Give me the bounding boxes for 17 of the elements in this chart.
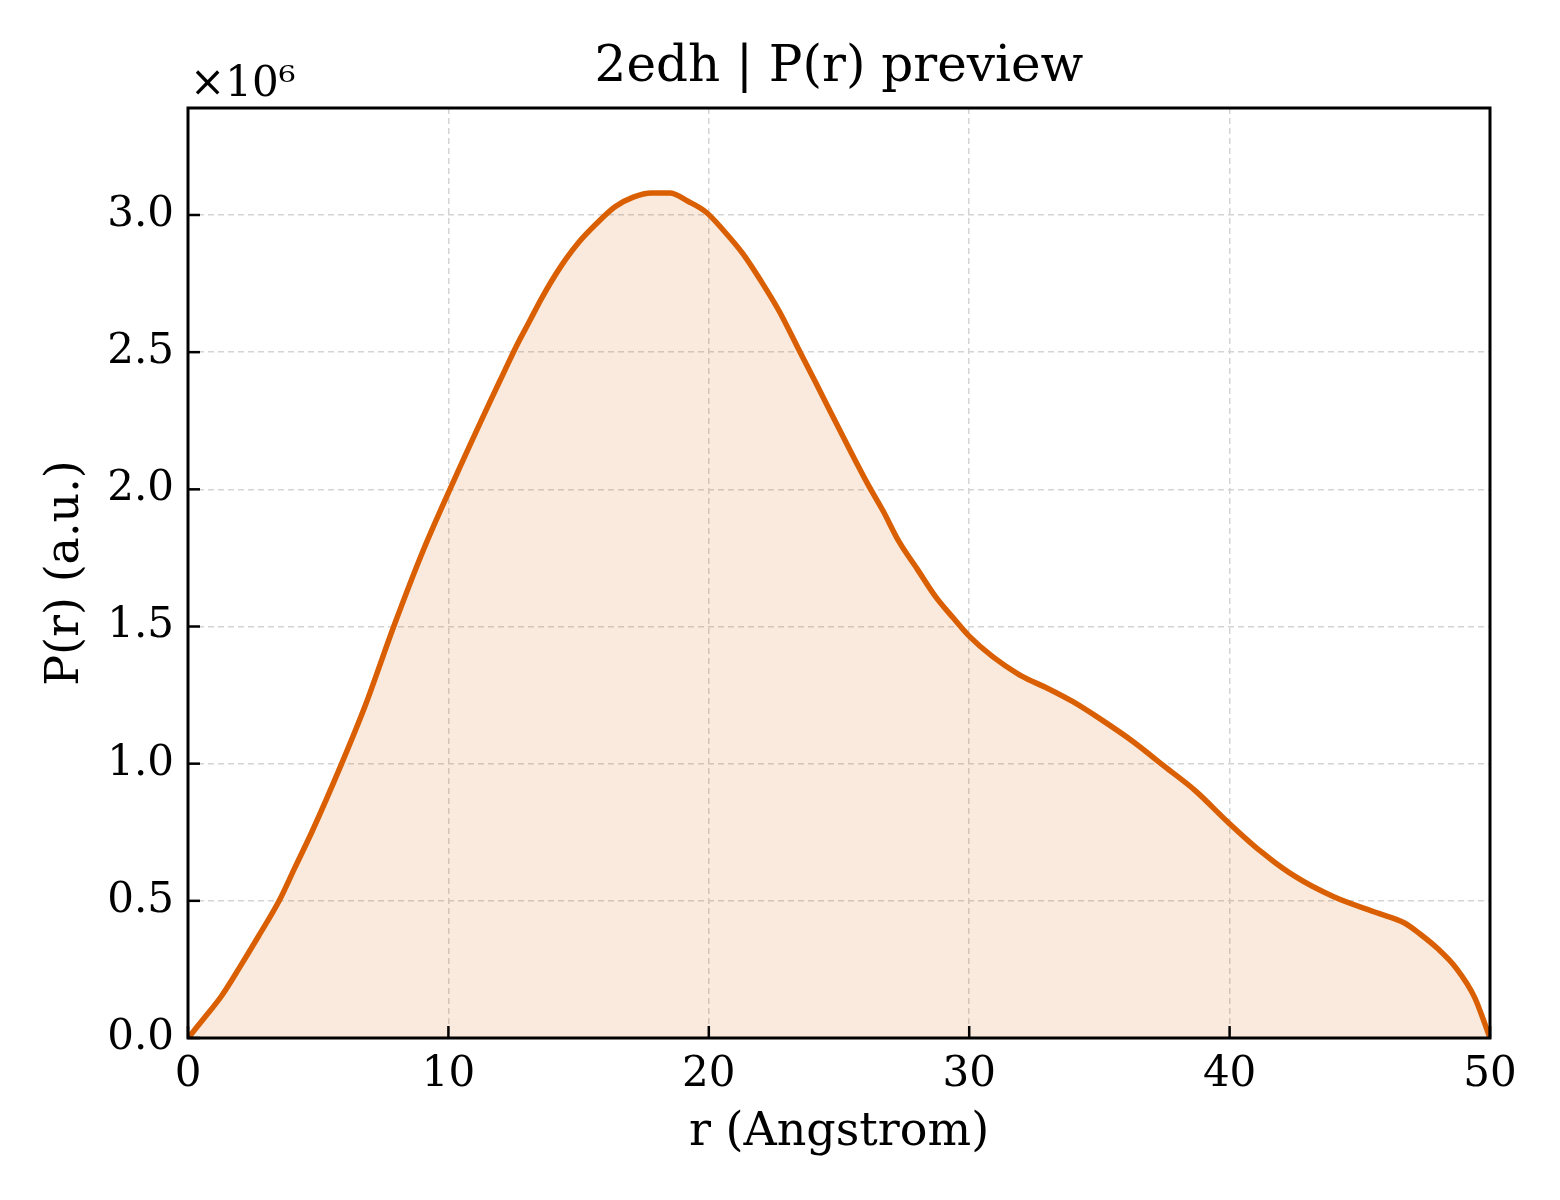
x-tick-label: 10 <box>421 1047 476 1097</box>
x-tick-label: 50 <box>1463 1047 1517 1097</box>
y-tick-label: 1.0 <box>107 735 174 785</box>
x-tick-label: 20 <box>682 1047 736 1097</box>
y-tick-label: 3.0 <box>107 186 174 236</box>
x-axis-title: r (Angstrom) <box>688 1102 990 1157</box>
x-tick-label: 30 <box>942 1047 996 1097</box>
y-tick-label: 2.0 <box>107 461 174 511</box>
chart-title: 2edh | P(r) preview <box>594 34 1084 93</box>
y-tick-label: 2.5 <box>107 324 174 374</box>
y-axis-title: P(r) (a.u.) <box>34 460 89 686</box>
x-tick-label: 0 <box>174 1047 202 1097</box>
x-tick-label: 40 <box>1202 1047 1257 1097</box>
y-tick-label: 0.0 <box>107 1009 174 1059</box>
y-tick-label: 1.5 <box>107 598 174 648</box>
y-tick-label: 0.5 <box>107 872 174 922</box>
text: ×10⁶ <box>190 57 296 106</box>
